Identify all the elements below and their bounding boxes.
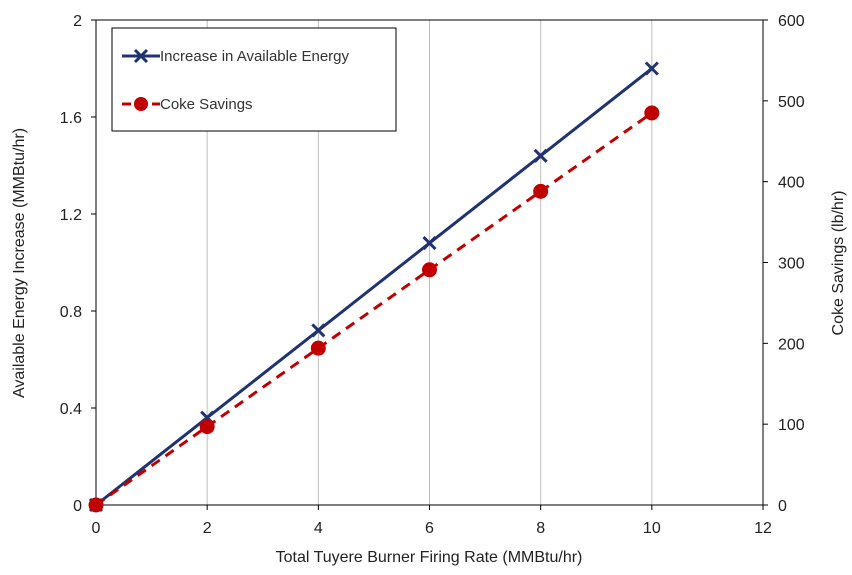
series-line xyxy=(95,111,653,507)
legend-label-energy: Increase in Available Energy xyxy=(160,48,350,65)
data-point xyxy=(88,497,104,513)
data-point xyxy=(422,262,437,278)
x-tick-label: 10 xyxy=(643,520,661,537)
x-tick-label: 12 xyxy=(754,520,772,537)
y-tick-label: 2 xyxy=(73,13,82,30)
y-axis-title: Available Energy Increase (MMBtu/hr) xyxy=(11,128,28,398)
y2-tick-label: 300 xyxy=(778,256,805,273)
x-tick-label: 4 xyxy=(314,520,323,537)
data-point xyxy=(310,340,326,356)
y2-tick-label: 500 xyxy=(778,94,805,111)
y2-tick-label: 0 xyxy=(778,498,787,515)
legend-box xyxy=(111,27,397,132)
y-tick-label: 0.4 xyxy=(60,401,82,418)
y-tick-label: 0 xyxy=(73,498,82,515)
series-coke-savings xyxy=(88,105,660,513)
data-point xyxy=(644,61,659,76)
legend-marker-energy xyxy=(133,48,149,64)
data-point xyxy=(533,148,548,163)
y2-tick-label: 400 xyxy=(778,175,805,192)
y2-axis-title: Coke Savings (lb/hr) xyxy=(830,191,847,336)
x-tick-label: 2 xyxy=(203,520,212,537)
data-point xyxy=(644,105,660,121)
tick-labels: 0 2 4 6 8 10 12 0 0.4 0.8 1.2 1.6 2 0 100 200 300 400 500 6… xyxy=(60,13,805,537)
y2-tick-label: 100 xyxy=(778,417,805,434)
series-line xyxy=(95,67,653,507)
legend-label-coke: Coke Savings xyxy=(160,96,253,113)
y2-tick-label: 200 xyxy=(778,336,805,353)
data-point xyxy=(311,323,326,338)
x-tick-label: 8 xyxy=(536,520,545,537)
data-point xyxy=(199,419,215,435)
y-tick-label: 0.8 xyxy=(60,304,82,321)
x-axis-title: Total Tuyere Burner Firing Rate (MMBtu/h… xyxy=(276,549,583,566)
legend: Increase in Available Energy Coke Saving… xyxy=(111,27,397,132)
x-tick-label: 0 xyxy=(92,520,101,537)
y-tick-label: 1.2 xyxy=(60,207,82,224)
data-point xyxy=(533,183,549,199)
series-layer xyxy=(88,61,660,513)
y2-tick-label: 600 xyxy=(778,13,805,30)
y-tick-label: 1.6 xyxy=(60,110,82,127)
x-tick-label: 6 xyxy=(425,520,434,537)
data-point xyxy=(422,236,437,251)
legend-marker-coke xyxy=(134,97,148,111)
